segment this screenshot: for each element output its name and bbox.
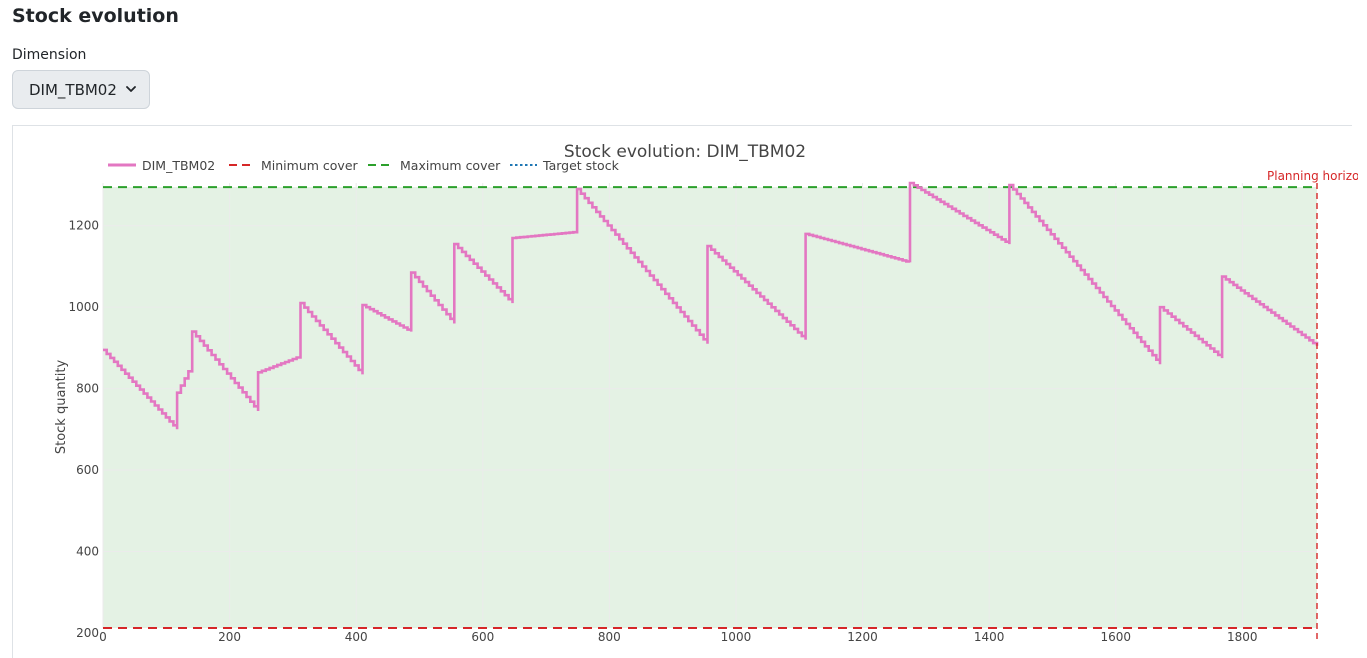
y-tick-label: 1200 <box>68 219 99 233</box>
cover-band <box>103 187 1317 629</box>
legend-item[interactable]: DIM_TBM02 <box>108 158 215 173</box>
x-tick-label: 1800 <box>1227 630 1258 644</box>
x-tick-label: 1600 <box>1100 630 1131 644</box>
x-tick-label: 400 <box>345 630 368 644</box>
legend-label: Target stock <box>542 158 620 173</box>
stock-series-line[interactable] <box>103 181 1319 430</box>
page-title: Stock evolution <box>12 5 179 27</box>
y-tick-label: 400 <box>76 544 99 558</box>
y-tick-label: 1000 <box>68 300 99 314</box>
y-axis-label: Stock quantity <box>54 360 69 455</box>
x-tick-label: 200 <box>218 630 241 644</box>
legend-label: Maximum cover <box>400 158 501 173</box>
dimension-select[interactable]: DIM_TBM02 <box>12 70 150 109</box>
chart-title: Stock evolution: DIM_TBM02 <box>564 142 806 162</box>
chevron-down-icon <box>126 86 136 92</box>
y-tick-label: 200 <box>76 626 99 640</box>
x-tick-label: 1000 <box>721 630 752 644</box>
dimension-select-value: DIM_TBM02 <box>29 80 117 99</box>
x-tick-label: 800 <box>598 630 621 644</box>
y-tick-label: 600 <box>76 463 99 477</box>
legend-item[interactable]: Target stock <box>510 158 620 173</box>
y-tick-label: 800 <box>76 382 99 396</box>
x-tick-label: 600 <box>471 630 494 644</box>
x-tick-label: 1400 <box>974 630 1005 644</box>
planning-horizon-label: Planning horizon <box>1267 169 1367 183</box>
chart-panel <box>12 125 1352 658</box>
legend-label: DIM_TBM02 <box>142 158 215 173</box>
dimension-label: Dimension <box>12 47 87 63</box>
legend-label: Minimum cover <box>261 158 359 173</box>
legend-item[interactable]: Minimum cover <box>229 158 359 173</box>
x-tick-label: 0 <box>99 630 107 644</box>
x-tick-label: 1200 <box>847 630 878 644</box>
legend-item[interactable]: Maximum cover <box>368 158 501 173</box>
